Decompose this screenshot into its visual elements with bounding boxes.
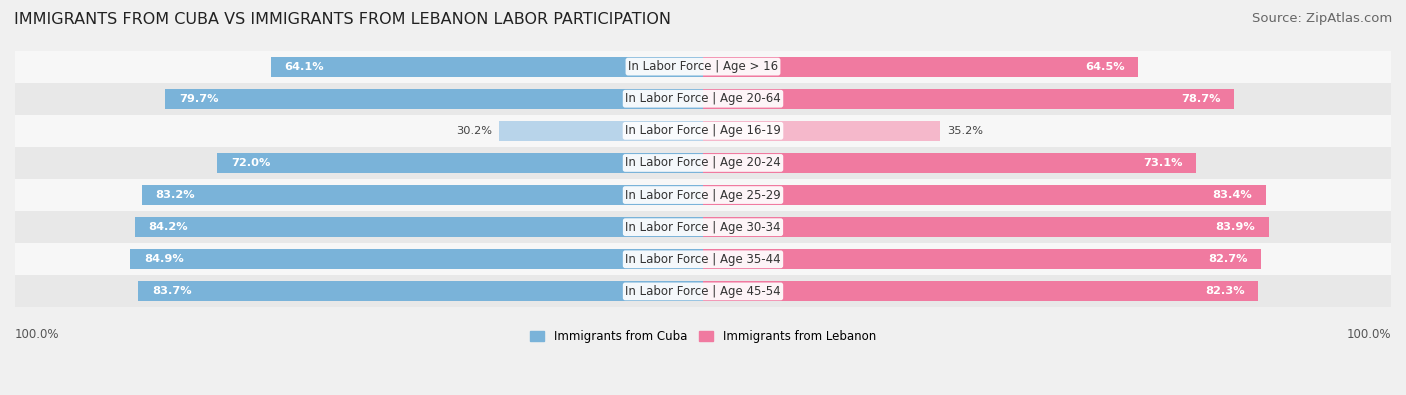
Text: In Labor Force | Age 25-29: In Labor Force | Age 25-29 [626,188,780,201]
Text: 100.0%: 100.0% [15,328,59,341]
Bar [703,282,1258,301]
Bar [15,211,1391,243]
Bar [15,275,1391,307]
Text: 35.2%: 35.2% [948,126,983,136]
Bar [270,56,703,77]
Text: 79.7%: 79.7% [179,94,218,104]
Bar [15,179,1391,211]
Bar [15,51,1391,83]
Bar [131,249,703,269]
Bar [703,121,941,141]
Text: In Labor Force | Age 20-64: In Labor Force | Age 20-64 [626,92,780,105]
Bar [703,217,1268,237]
Text: 84.9%: 84.9% [143,254,184,264]
Text: 64.5%: 64.5% [1085,62,1125,71]
Bar [703,153,1197,173]
Bar [15,83,1391,115]
Bar [166,89,703,109]
Text: 83.2%: 83.2% [155,190,195,200]
Text: 84.2%: 84.2% [149,222,188,232]
Bar [15,243,1391,275]
Text: 64.1%: 64.1% [284,62,323,71]
Text: In Labor Force | Age 30-34: In Labor Force | Age 30-34 [626,221,780,234]
Bar [703,249,1261,269]
Bar [138,282,703,301]
Text: Source: ZipAtlas.com: Source: ZipAtlas.com [1251,12,1392,25]
Text: 73.1%: 73.1% [1143,158,1182,168]
Bar [703,89,1234,109]
Text: 83.7%: 83.7% [152,286,191,296]
Text: In Labor Force | Age 16-19: In Labor Force | Age 16-19 [626,124,780,137]
Text: 83.4%: 83.4% [1212,190,1253,200]
Text: In Labor Force | Age 45-54: In Labor Force | Age 45-54 [626,285,780,298]
Text: 82.3%: 82.3% [1205,286,1244,296]
Bar [142,185,703,205]
Text: 83.9%: 83.9% [1216,222,1256,232]
Text: In Labor Force | Age 35-44: In Labor Force | Age 35-44 [626,253,780,266]
Bar [218,153,703,173]
Bar [703,185,1265,205]
Legend: Immigrants from Cuba, Immigrants from Lebanon: Immigrants from Cuba, Immigrants from Le… [526,325,880,348]
Text: 78.7%: 78.7% [1181,94,1220,104]
Text: In Labor Force | Age 20-24: In Labor Force | Age 20-24 [626,156,780,169]
Text: 72.0%: 72.0% [231,158,270,168]
Text: 100.0%: 100.0% [1347,328,1391,341]
Bar [703,56,1137,77]
Bar [499,121,703,141]
Bar [15,115,1391,147]
Text: In Labor Force | Age > 16: In Labor Force | Age > 16 [628,60,778,73]
Text: 82.7%: 82.7% [1208,254,1247,264]
Text: IMMIGRANTS FROM CUBA VS IMMIGRANTS FROM LEBANON LABOR PARTICIPATION: IMMIGRANTS FROM CUBA VS IMMIGRANTS FROM … [14,12,671,27]
Bar [15,147,1391,179]
Text: 30.2%: 30.2% [457,126,492,136]
Bar [135,217,703,237]
